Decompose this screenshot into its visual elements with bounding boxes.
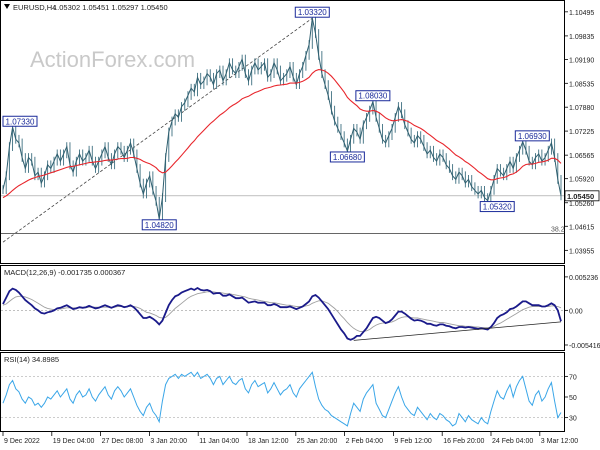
watermark: ActionForex.com — [30, 47, 195, 72]
macd-trendline — [353, 321, 562, 341]
price-y-tick-label: 1.10495 — [569, 10, 594, 17]
x-tick-label: 11 Jan 04:00 — [199, 438, 239, 445]
price-y-tick-label: 1.09190 — [569, 57, 594, 64]
last-price-label: 1.05450 — [567, 192, 594, 201]
macd-y-tick-label: 0.005236 — [569, 275, 598, 282]
rsi-label: RSI(14) 34.8985 — [4, 355, 59, 364]
price-annotation-label: 1.05320 — [483, 203, 512, 212]
macd-line — [2, 286, 562, 341]
x-tick-label: 3 Mar 12:00 — [541, 438, 578, 445]
price-y-tick-label: 1.06565 — [569, 153, 594, 160]
x-tick-label: 9 Feb 12:00 — [394, 438, 431, 445]
macd-label: MACD(12,26,9) -0.001735 0.000367 — [4, 268, 125, 277]
price-annotation-box — [141, 219, 177, 231]
x-tick-label: 2 Feb 04:00 — [346, 438, 383, 445]
x-tick-label: 19 Dec 04:00 — [53, 438, 95, 445]
rsi-y-tick-label: 30 — [569, 416, 577, 423]
price-y-tick-label: 1.04615 — [569, 224, 594, 231]
price-y-tick-label: 1.07880 — [569, 105, 594, 112]
price-annotation-box — [514, 130, 550, 142]
price-annotation-box — [2, 115, 38, 127]
macd-y-tick-label: 0.00 — [569, 308, 583, 315]
price-layer: 38.2 1.07330 1.03320 1.04820 1.08030 1.06680 1… — [1, 6, 565, 243]
price-annotation-label: 1.08030 — [358, 92, 387, 101]
collapse-triangle-icon[interactable] — [4, 4, 10, 9]
macd-layer — [1, 286, 564, 341]
price-annotation-box — [294, 6, 330, 18]
macd-y-tick-label: -0.005416 — [569, 343, 600, 350]
axis-layer: 1.10495 1.09835 1.09190 1.08535 1.07880 1.072… — [2, 10, 600, 445]
fib-label: 38.2 — [551, 226, 565, 233]
x-tick-label: 9 Dec 2022 — [4, 438, 40, 445]
price-annotation-box — [329, 151, 365, 163]
price-y-tick-label: 1.03955 — [569, 248, 594, 255]
x-tick-label: 18 Jan 12:00 — [248, 438, 289, 445]
price-header: EURUSD,H4 1.05302 1.05451 1.05297 1.0545… — [4, 3, 168, 12]
x-tick-label: 24 Feb 04:00 — [492, 438, 533, 445]
price-annotation-box — [355, 90, 391, 102]
price-annotation-label: 1.07330 — [6, 117, 35, 126]
x-tick-label: 3 Jan 20:00 — [150, 438, 187, 445]
price-y-tick-label: 1.05920 — [569, 177, 594, 184]
price-annotation-label: 1.06930 — [518, 132, 547, 141]
ohlc-label: 1.05302 1.05451 1.05297 1.05450 — [53, 3, 168, 12]
x-tick-label: 27 Dec 08:00 — [102, 438, 144, 445]
price-annotation-label: 1.06680 — [333, 153, 362, 162]
price-annotation-box — [479, 201, 515, 213]
price-y-tick-label: 1.08535 — [569, 81, 594, 88]
price-panel-frame — [0, 0, 565, 264]
price-y-tick-label: 1.09835 — [569, 34, 594, 41]
last-price-tag — [564, 190, 600, 202]
rsi-y-tick-label: 50 — [569, 395, 577, 402]
x-tick-label: 16 Feb 20:00 — [443, 438, 484, 445]
moving-average-line — [2, 69, 562, 199]
price-annotation-label: 1.03320 — [298, 8, 327, 17]
rsi-line — [2, 371, 562, 427]
x-tick-label: 25 Jan 20:00 — [297, 438, 338, 445]
rsi-y-tick-label: 70 — [569, 374, 577, 381]
price-annotation-label: 1.04820 — [145, 221, 174, 230]
price-y-tick-label: 1.07225 — [569, 129, 594, 136]
dashed-trendline — [2, 17, 313, 243]
rsi-layer — [1, 371, 564, 427]
price-line — [2, 18, 562, 219]
price-y-tick-label: 1.05260 — [569, 201, 594, 208]
symbol-label: EURUSD,H4 — [13, 3, 56, 12]
